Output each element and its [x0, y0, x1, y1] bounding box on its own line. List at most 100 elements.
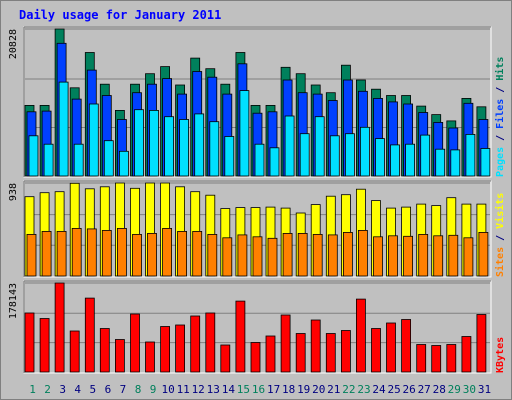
- bar-kbytes-day-25: [386, 322, 396, 373]
- bar-kbytes-day-24: [371, 328, 381, 373]
- panel-hits-files-pages: 20828 Pages / Files / Hits: [8, 26, 506, 178]
- bar-kbytes-day-27: [416, 344, 427, 373]
- bar-pages-day-1: [28, 135, 39, 177]
- day-label-21: 21: [327, 383, 340, 396]
- bar-pages-day-2: [43, 143, 54, 177]
- bar-pages-day-12: [194, 113, 205, 177]
- day-label-3: 3: [59, 383, 66, 396]
- bar-kbytes-day-30: [461, 336, 472, 373]
- chart-panels: 20828 Pages / Files / Hits 938 Sites / Visi…: [8, 26, 506, 374]
- bar-kbytes-day-16: [250, 342, 261, 373]
- bar-kbytes-day-10: [160, 326, 171, 373]
- series-kbytes: [24, 282, 487, 373]
- bar-sites-day-27: [418, 233, 429, 277]
- bar-pages-day-8: [134, 109, 144, 177]
- bar-pages-day-13: [209, 121, 220, 177]
- bar-sites-day-7: [117, 227, 127, 277]
- day-label-11: 11: [177, 383, 190, 396]
- day-label-10: 10: [161, 383, 174, 396]
- day-label-18: 18: [282, 383, 295, 396]
- bar-sites-day-11: [177, 230, 188, 277]
- bar-sites-day-31: [478, 231, 489, 277]
- day-label-29: 29: [448, 383, 461, 396]
- bar-pages-day-31: [480, 148, 491, 177]
- bar-kbytes-day-4: [69, 330, 80, 373]
- bar-kbytes-day-12: [190, 315, 201, 373]
- bar-pages-day-24: [375, 138, 385, 177]
- legend-part: Hits: [494, 57, 506, 81]
- series-sites: [26, 227, 489, 277]
- bar-pages-day-20: [314, 116, 325, 177]
- day-label-31: 31: [478, 383, 491, 396]
- bar-kbytes-day-2: [39, 318, 50, 373]
- bar-pages-day-9: [149, 110, 159, 177]
- legend-part: /: [495, 129, 506, 147]
- bar-pages-day-23: [359, 126, 370, 177]
- bar-kbytes-day-20: [310, 319, 321, 373]
- bar-sites-day-18: [282, 232, 293, 277]
- bar-pages-day-27: [420, 134, 431, 177]
- bar-sites-day-23: [357, 229, 368, 277]
- bar-pages-day-17: [269, 147, 280, 177]
- day-label-2: 2: [44, 383, 51, 396]
- day-label-12: 12: [192, 383, 205, 396]
- bar-sites-day-10: [162, 227, 173, 277]
- bar-pages-day-18: [284, 115, 295, 177]
- bar-sites-day-16: [252, 236, 263, 277]
- max-value-label: 20828: [8, 29, 19, 59]
- series-pages: [28, 81, 491, 177]
- day-label-23: 23: [357, 383, 370, 396]
- bar-pages-day-5: [88, 103, 99, 177]
- bar-kbytes-day-18: [280, 314, 291, 373]
- bar-kbytes-day-1: [24, 312, 35, 373]
- bar-kbytes-day-17: [265, 335, 276, 373]
- bar-pages-day-4: [73, 143, 84, 177]
- bar-sites-day-14: [222, 237, 233, 277]
- legend-part: /: [495, 81, 506, 99]
- day-label-24: 24: [372, 383, 386, 396]
- bar-kbytes-day-31: [476, 314, 487, 373]
- bar-sites-day-17: [267, 237, 278, 277]
- bar-pages-day-3: [58, 81, 69, 177]
- bar-sites-day-30: [463, 237, 474, 277]
- bar-kbytes-day-8: [130, 313, 140, 373]
- bar-kbytes-day-28: [431, 345, 442, 373]
- max-value-label: 178143: [8, 283, 19, 319]
- bar-kbytes-day-13: [205, 312, 216, 373]
- bar-kbytes-day-11: [175, 324, 186, 373]
- bar-sites-day-21: [327, 234, 338, 277]
- day-label-4: 4: [74, 383, 81, 396]
- legend-part: Pages: [495, 147, 506, 177]
- bar-sites-day-5: [86, 228, 97, 277]
- bar-sites-day-24: [373, 236, 383, 277]
- legend-part: /: [495, 229, 506, 247]
- bar-pages-day-22: [344, 133, 355, 177]
- bar-sites-day-29: [448, 234, 459, 277]
- day-label-22: 22: [342, 383, 355, 396]
- panel-kbytes: 178143 KBytes: [8, 280, 506, 374]
- bar-sites-day-8: [132, 233, 142, 277]
- bar-pages-day-15: [239, 90, 250, 177]
- day-label-28: 28: [433, 383, 446, 396]
- series-legend-label: KBytes: [495, 337, 506, 373]
- day-label-9: 9: [150, 383, 157, 396]
- day-label-16: 16: [252, 383, 265, 396]
- legend-part: Sites: [494, 247, 506, 277]
- bar-sites-day-15: [237, 234, 248, 277]
- bar-pages-day-19: [299, 133, 310, 177]
- bar-pages-day-6: [103, 140, 114, 177]
- bar-kbytes-day-6: [99, 328, 110, 373]
- bar-sites-day-1: [26, 233, 37, 277]
- day-label-5: 5: [89, 383, 96, 396]
- day-label-6: 6: [105, 383, 112, 396]
- bar-sites-day-4: [71, 227, 82, 277]
- day-label-26: 26: [402, 383, 415, 396]
- bar-sites-day-6: [101, 229, 112, 277]
- bar-pages-day-21: [329, 135, 340, 177]
- bar-sites-day-26: [403, 235, 414, 277]
- bar-kbytes-day-9: [145, 341, 155, 373]
- day-label-13: 13: [207, 383, 220, 396]
- panel-visits-sites: 938 Sites / Visits: [8, 180, 506, 278]
- legend-part: Visits: [494, 193, 506, 229]
